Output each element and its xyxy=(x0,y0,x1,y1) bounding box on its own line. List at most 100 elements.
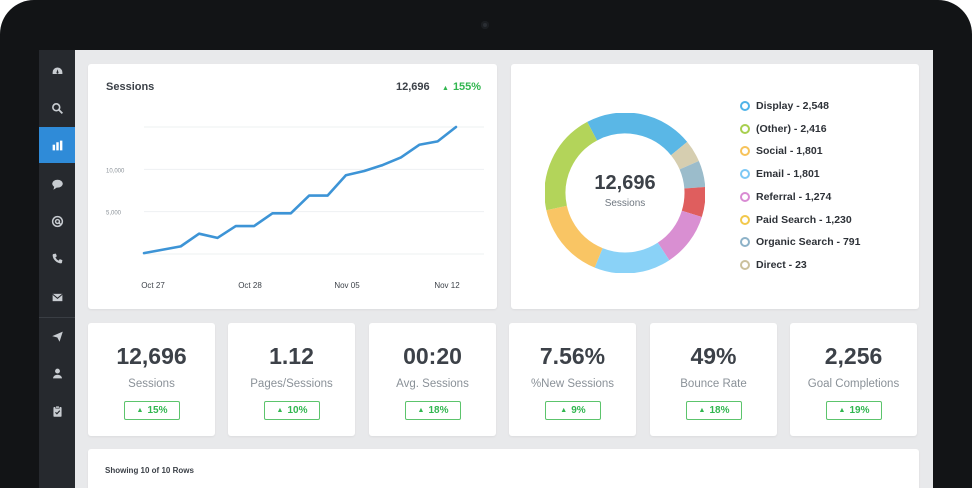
arrow-up-icon: ▲ xyxy=(276,407,284,414)
stat-change-value: 18% xyxy=(428,405,449,416)
legend-item: Referral - 1,274 xyxy=(740,191,831,203)
dashboard-icon xyxy=(52,66,62,74)
donut-total: 12,696 xyxy=(594,172,656,194)
chart-x-tick-label: Nov 12 xyxy=(434,281,460,290)
sidebar-item-calls[interactable] xyxy=(39,240,75,276)
stat-change-value: 18% xyxy=(709,405,730,416)
stat-change-badge: ▲ 9% xyxy=(545,401,601,420)
sidebar-item-analytics[interactable] xyxy=(39,127,75,163)
legend-label: Direct - 23 xyxy=(756,258,807,271)
clipboard-icon xyxy=(52,405,62,417)
envelope-icon xyxy=(51,293,63,301)
sessions-chart-card: Sessions 12,696 ▲ 155% 10,000 5,000 Oct 27 O… xyxy=(88,64,497,309)
chart-x-tick-label: Oct 28 xyxy=(238,281,262,290)
stat-label: Pages/Sessions xyxy=(250,378,333,390)
sidebar-item-tasks[interactable] xyxy=(39,393,75,429)
chart-x-tick-label: Nov 05 xyxy=(334,281,360,290)
stat-value: 00:20 xyxy=(403,343,462,369)
legend-item: Display - 2,548 xyxy=(740,100,829,112)
stat-label: Bounce Rate xyxy=(680,378,747,390)
legend-marker-icon xyxy=(740,123,750,134)
legend-marker-icon xyxy=(740,259,750,270)
legend-label: Display - 2,548 xyxy=(756,100,829,112)
legend-label: Email - 1,801 xyxy=(756,168,820,181)
stat-change-value: 15% xyxy=(147,405,168,416)
stat-card-pages-sessions: 1.12 Pages/Sessions ▲ 10% xyxy=(228,323,355,436)
data-table-card: Showing 10 of 10 Rows xyxy=(88,449,919,488)
donut-segment xyxy=(545,113,705,273)
stat-value: 49% xyxy=(690,343,737,369)
stat-card-goal-completions: 2,256 Goal Completions ▲ 19% xyxy=(790,323,917,436)
sidebar-item-chat[interactable] xyxy=(39,166,75,202)
dashboard-screen: Sessions 12,696 ▲ 155% 10,000 5,000 Oct 27 O… xyxy=(39,50,933,488)
arrow-up-icon: ▲ xyxy=(698,407,706,414)
legend-label: Paid Search - 1,230 xyxy=(756,213,852,226)
bar-chart-icon xyxy=(52,140,62,150)
phone-icon xyxy=(52,253,62,263)
sidebar-item-search[interactable] xyxy=(39,90,75,126)
donut-label: Sessions xyxy=(604,198,646,209)
sidebar-item-users[interactable] xyxy=(39,355,75,391)
donut-segment xyxy=(545,113,705,273)
sessions-card-change-value: 155% xyxy=(452,81,482,93)
table-row-count: Showing 10 of 10 Rows xyxy=(105,466,194,475)
stat-label: Goal Completions xyxy=(807,378,900,390)
sidebar-item-send[interactable] xyxy=(39,318,75,354)
traffic-donut-chart xyxy=(545,113,705,273)
legend-label: (Other) - 2,416 xyxy=(756,122,827,135)
at-sign-icon xyxy=(51,215,63,227)
sessions-card-change: ▲ 155% xyxy=(442,81,481,93)
arrow-up-icon: ▲ xyxy=(442,85,449,92)
stat-label: Sessions xyxy=(128,378,175,390)
stat-change-value: 19% xyxy=(849,405,870,416)
stat-change-badge: ▲ 15% xyxy=(124,401,180,420)
paper-plane-icon xyxy=(51,331,63,342)
legend-marker-icon xyxy=(740,101,750,111)
sessions-card-title: Sessions xyxy=(106,81,155,93)
legend-item: Email - 1,801 xyxy=(740,168,820,180)
legend-item: Paid Search - 1,230 xyxy=(740,214,852,226)
stat-change-value: 10% xyxy=(287,405,308,416)
stat-card-new-sessions: 7.56% %New Sessions ▲ 9% xyxy=(509,323,636,436)
donut-segment xyxy=(545,113,705,273)
stat-change-badge: ▲ 18% xyxy=(686,401,742,420)
stat-change-badge: ▲ 10% xyxy=(264,401,320,420)
camera-icon xyxy=(481,21,489,29)
chat-icon xyxy=(51,179,63,190)
legend-marker-icon xyxy=(740,237,750,248)
legend-marker-icon xyxy=(740,214,750,225)
user-icon xyxy=(52,368,62,378)
stat-card-sessions: 12,696 Sessions ▲ 15% xyxy=(88,323,215,436)
legend-label: Referral - 1,274 xyxy=(756,190,832,203)
donut-segment xyxy=(545,113,705,273)
sidebar xyxy=(39,50,75,488)
stat-value: 12,696 xyxy=(116,343,187,369)
sessions-series-line xyxy=(142,125,458,255)
search-icon xyxy=(51,102,63,114)
chart-y-tick-label: 10,000 xyxy=(106,168,125,174)
stat-change-badge: ▲ 18% xyxy=(405,401,461,420)
sessions-card-total: 12,696 xyxy=(396,81,430,93)
stat-value: 2,256 xyxy=(824,343,883,369)
legend-marker-icon xyxy=(740,191,750,202)
legend-item: Direct - 23 xyxy=(740,259,807,271)
arrow-up-icon: ▲ xyxy=(560,407,568,414)
sessions-line-chart: 10,000 5,000 Oct 27 Oct 28 Nov 05 Nov 12 xyxy=(106,125,484,290)
sidebar-divider xyxy=(39,317,75,318)
legend-item: Organic Search - 791 xyxy=(740,236,860,248)
stat-card-bounce-rate: 49% Bounce Rate ▲ 18% xyxy=(650,323,777,436)
stat-change-badge: ▲ 19% xyxy=(826,401,882,420)
stat-value: 7.56% xyxy=(539,343,606,369)
arrow-up-icon: ▲ xyxy=(417,407,425,414)
chart-y-tick-label: 5,000 xyxy=(106,211,122,217)
legend-marker-icon xyxy=(740,169,750,180)
legend-label: Social - 1,801 xyxy=(756,145,823,158)
sidebar-item-dashboard[interactable] xyxy=(39,53,75,89)
stat-value: 1.12 xyxy=(269,343,314,369)
stat-label: Avg. Sessions xyxy=(396,378,469,390)
arrow-up-icon: ▲ xyxy=(136,407,144,414)
sidebar-item-email[interactable] xyxy=(39,279,75,315)
arrow-up-icon: ▲ xyxy=(838,407,846,414)
sidebar-item-mentions[interactable] xyxy=(39,203,75,239)
